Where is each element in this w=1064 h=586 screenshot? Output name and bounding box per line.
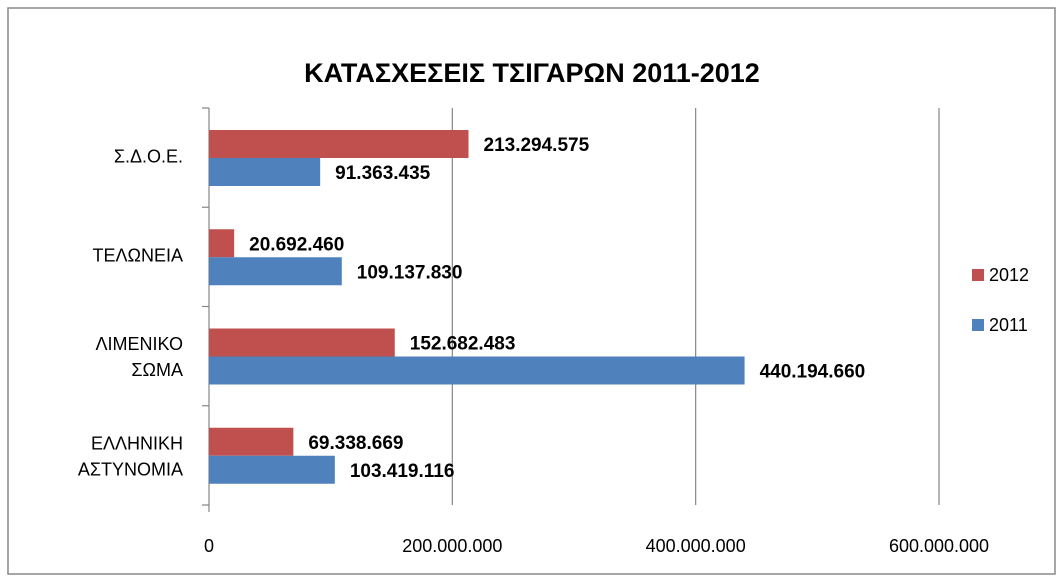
y-tick-label: Σ.Δ.Ο.Ε. (114, 146, 183, 166)
bar (209, 130, 469, 158)
data-label: 213.294.575 (484, 135, 590, 156)
y-tick-label: ΤΕΛΩΝΕΙΑ (93, 246, 184, 266)
data-label: 91.363.435 (335, 163, 431, 184)
bar (209, 257, 342, 286)
legend-swatch (972, 319, 984, 331)
legend-label: 2011 (989, 315, 1028, 335)
chart-title: ΚΑΤΑΣΧΕΣΕΙΣ ΤΣΙΓΑΡΩΝ 2011-2012 (304, 58, 760, 88)
bar (209, 158, 321, 186)
bar (209, 455, 335, 484)
data-label: 109.137.830 (357, 262, 463, 283)
x-tick-label: 600.000.000 (889, 536, 989, 556)
bar (209, 427, 294, 456)
y-tick-label: ΛΙΜΕΝΙΚΟ ΣΩΜΑ (96, 334, 183, 380)
bar (209, 356, 745, 385)
data-label: 20.692.460 (249, 234, 344, 255)
legend-label: 2012 (989, 265, 1029, 285)
data-label: 69.338.669 (308, 433, 403, 454)
x-tick-label: 200.000.000 (402, 536, 502, 556)
bar (209, 328, 395, 357)
data-label: 152.682.483 (410, 334, 516, 355)
data-label: 440.194.660 (760, 362, 866, 383)
data-label: 103.419.116 (350, 461, 455, 482)
chart-frame (7, 7, 1056, 575)
x-tick-label: 0 (204, 536, 214, 556)
legend-swatch (972, 269, 984, 281)
y-tick-label: ΕΛΛΗΝΙΚΗ ΑΣΤΥΝΟΜΙΑ (78, 433, 183, 479)
x-tick-label: 400.000.000 (646, 536, 746, 556)
bar (209, 229, 235, 258)
